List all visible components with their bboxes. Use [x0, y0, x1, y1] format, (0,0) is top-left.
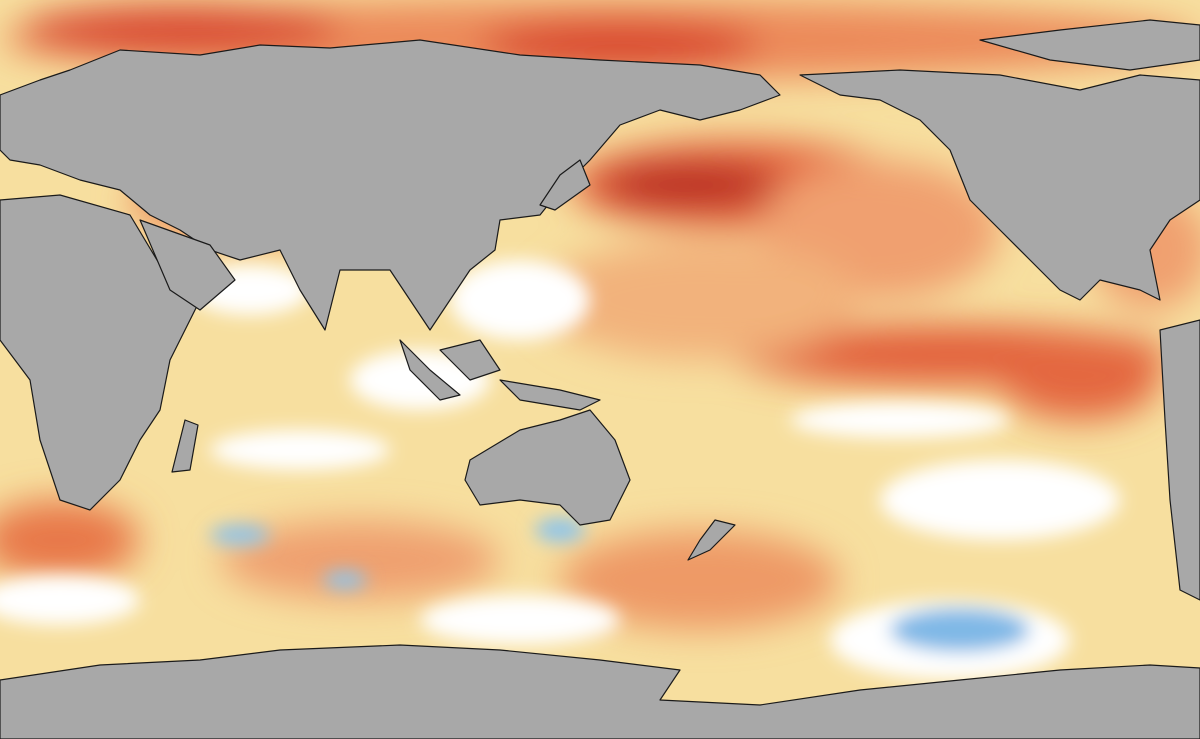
antarctica — [0, 644, 1200, 739]
africa — [0, 194, 201, 511]
japan — [539, 159, 591, 211]
greenland-arctic — [979, 19, 1200, 71]
eurasia — [0, 39, 781, 331]
australia — [464, 409, 631, 526]
maritime-southeast-asia — [399, 339, 601, 411]
new-zealand — [687, 519, 736, 561]
north-america — [799, 69, 1200, 301]
south-america — [1159, 319, 1200, 601]
land — [0, 19, 1200, 739]
arabia — [139, 219, 236, 311]
madagascar — [171, 419, 199, 473]
